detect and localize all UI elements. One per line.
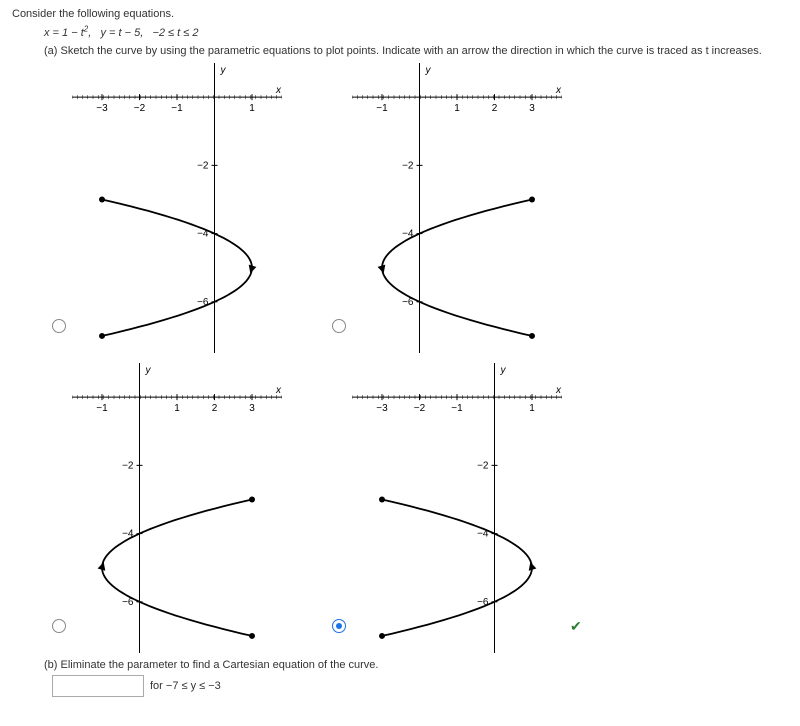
radio-A[interactable] [52,319,66,333]
chart-C: −1123−2−4−6xy [72,363,282,653]
svg-text:y: y [425,65,432,76]
svg-text:−3: −3 [376,403,388,414]
svg-text:1: 1 [529,403,535,414]
svg-text:−1: −1 [376,103,388,114]
svg-text:x: x [275,85,282,96]
svg-text:−1: −1 [451,403,463,414]
svg-text:−1: −1 [171,103,183,114]
correct-check-icon: ✔ [570,618,582,635]
chart-D: −3−2−11−2−4−6xy [352,363,562,653]
svg-text:−2: −2 [122,460,134,471]
svg-text:y: y [220,65,227,76]
svg-text:1: 1 [454,103,460,114]
part-a-text: (a) Sketch the curve by using the parame… [44,45,792,57]
svg-text:−2: −2 [477,460,489,471]
svg-text:1: 1 [249,103,255,114]
svg-text:−2: −2 [197,160,209,171]
part-b-domain: for −7 ≤ y ≤ −3 [150,680,221,692]
choice-C: −1123−2−4−6xy [52,363,302,653]
part-b-text: (b) Eliminate the parameter to find a Ca… [44,659,792,671]
radio-D[interactable] [332,619,346,633]
equations-line: x = 1 − t2, y = t − 5, −2 ≤ t ≤ 2 [44,24,792,39]
svg-text:−2: −2 [402,160,414,171]
svg-text:−2: −2 [414,403,426,414]
choice-B: −1123−2−4−6xy [332,63,582,353]
svg-text:x: x [555,85,562,96]
chart-B: −1123−2−4−6xy [352,63,562,353]
svg-text:−2: −2 [134,103,146,114]
choices-grid: −3−2−11−2−4−6xy−1123−2−4−6xy−1123−2−4−6x… [52,63,792,653]
radio-B[interactable] [332,319,346,333]
svg-text:1: 1 [174,403,180,414]
svg-text:−3: −3 [96,103,108,114]
svg-text:y: y [145,365,152,376]
choice-D: −3−2−11−2−4−6xy✔ [332,363,582,653]
chart-A: −3−2−11−2−4−6xy [72,63,282,353]
radio-C[interactable] [52,619,66,633]
prompt-text: Consider the following equations. [12,8,792,20]
svg-text:2: 2 [492,103,498,114]
svg-text:y: y [500,365,507,376]
cartesian-answer-input[interactable] [52,675,144,697]
svg-text:3: 3 [529,103,535,114]
svg-text:3: 3 [249,403,255,414]
svg-text:−1: −1 [96,403,108,414]
svg-text:x: x [555,385,562,396]
choice-A: −3−2−11−2−4−6xy [52,63,302,353]
svg-text:2: 2 [212,403,218,414]
svg-text:x: x [275,385,282,396]
